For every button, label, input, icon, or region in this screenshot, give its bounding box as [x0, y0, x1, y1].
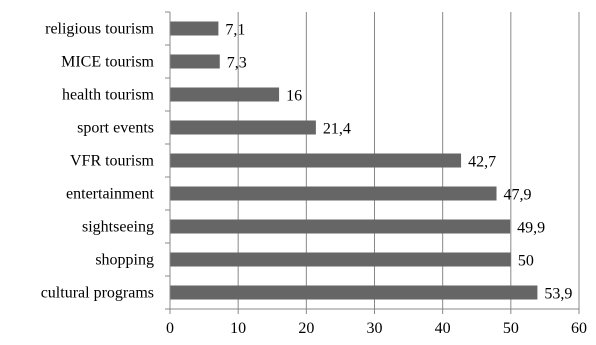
category-label: health tourism — [62, 87, 155, 104]
bar — [170, 186, 497, 201]
data-label: 16 — [286, 88, 302, 105]
x-tick-label: 0 — [166, 320, 174, 337]
data-label: 53,9 — [544, 286, 572, 303]
category-label: sport events — [77, 120, 154, 137]
x-tick-label: 40 — [435, 320, 451, 337]
bar — [170, 120, 316, 135]
bar — [170, 252, 511, 267]
data-label: 7,3 — [227, 55, 247, 72]
data-label: 42,7 — [468, 154, 496, 171]
category-label: MICE tourism — [61, 54, 154, 71]
data-label: 50 — [518, 253, 534, 270]
data-label: 21,4 — [323, 121, 351, 138]
bar — [170, 21, 219, 36]
data-label: 47,9 — [504, 187, 532, 204]
x-tick-label: 20 — [298, 320, 314, 337]
category-label: sightseeing — [82, 219, 154, 236]
bars — [170, 21, 538, 300]
data-label: 49,9 — [517, 220, 545, 237]
bar — [170, 153, 462, 168]
axes — [165, 11, 580, 314]
category-label: religious tourism — [45, 21, 154, 38]
category-label: shopping — [95, 252, 154, 269]
bar — [170, 219, 511, 234]
x-tick-label: 10 — [230, 320, 246, 337]
bar — [170, 87, 280, 102]
x-tick-label: 60 — [571, 320, 587, 337]
bar — [170, 285, 538, 300]
bar — [170, 54, 220, 69]
category-label: VFR tourism — [70, 153, 155, 170]
x-tick-label: 30 — [367, 320, 383, 337]
category-label: cultural programs — [41, 285, 154, 302]
category-label: entertainment — [66, 186, 155, 203]
labels: 0 10 20 30 40 50 60 religious tourism 7,1 MICE to… — [41, 21, 587, 338]
x-tick-label: 50 — [503, 320, 519, 337]
data-label: 7,1 — [225, 22, 245, 39]
